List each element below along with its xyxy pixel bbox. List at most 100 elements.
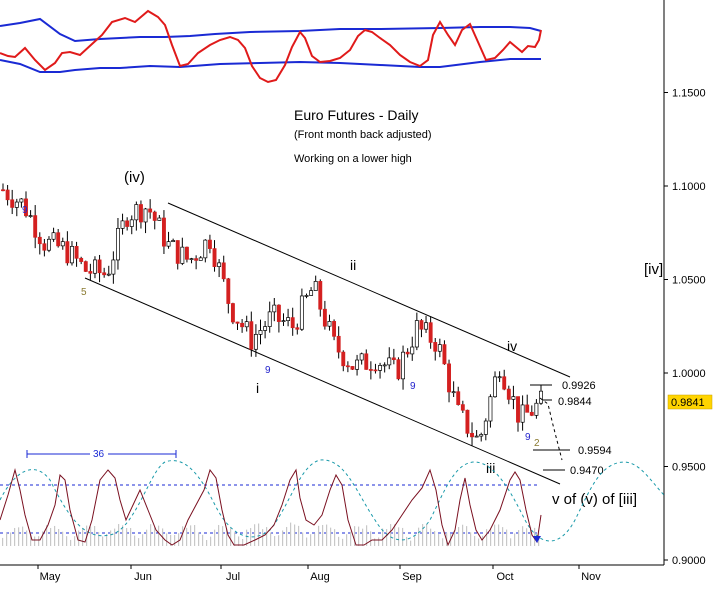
candle-body — [166, 241, 171, 247]
candle-body — [97, 259, 102, 274]
histogram-bar — [134, 535, 136, 546]
candle-body — [520, 404, 525, 423]
histogram-bar — [82, 528, 84, 546]
lower-band — [0, 58, 541, 73]
candle-body — [230, 303, 235, 323]
candle-body — [28, 215, 33, 217]
candle-body — [143, 208, 148, 223]
oscillator-line — [0, 9, 542, 84]
candle-body — [175, 240, 180, 264]
histogram-bar — [118, 524, 120, 546]
histogram-bar — [46, 525, 48, 546]
histogram-bar — [390, 524, 392, 546]
candle-body — [88, 271, 93, 274]
cycle-length-marker: 36 — [26, 447, 177, 460]
histogram-bar — [222, 526, 224, 546]
histogram-bar — [358, 526, 360, 546]
candle-body — [286, 317, 291, 322]
cycle-panel — [0, 459, 665, 547]
histogram-bar — [234, 532, 236, 546]
histogram-bar — [382, 528, 384, 546]
histogram-bar — [174, 535, 176, 546]
candle-body — [313, 281, 318, 291]
candle-body — [161, 217, 166, 247]
histogram-bar — [70, 539, 72, 546]
histogram-bar — [238, 536, 240, 546]
histogram-bar — [418, 527, 420, 546]
candle-body — [116, 228, 120, 261]
histogram-bar — [194, 525, 196, 546]
candle-body — [516, 396, 520, 423]
wave-label-ii: ii — [350, 257, 356, 273]
level-label-0.9926: 0.9926 — [562, 380, 596, 392]
histogram-bar — [374, 538, 376, 546]
chart-note: Working on a lower high — [294, 153, 412, 165]
histogram-bar — [114, 528, 116, 546]
histogram-bar — [306, 537, 308, 546]
histogram-bar — [302, 532, 304, 546]
histogram-bar — [442, 538, 444, 546]
candle-body — [534, 402, 539, 416]
count-label-5: 5 — [81, 287, 87, 298]
count-label-9d: 9 — [525, 432, 531, 443]
histogram-bar — [398, 527, 400, 546]
candle-body — [295, 327, 300, 330]
candle-body — [79, 257, 84, 262]
candle-body — [5, 189, 10, 201]
histogram-bar — [94, 526, 96, 546]
histogram-bar — [6, 532, 8, 546]
histogram-bar — [378, 537, 380, 546]
candle-body — [226, 278, 231, 304]
channel-lower-line — [84, 277, 561, 485]
x-tick-label: Jun — [134, 571, 152, 583]
candle-body — [74, 246, 79, 259]
histogram-bar — [354, 526, 356, 546]
histogram-bar — [262, 529, 264, 546]
candle-body — [359, 353, 364, 361]
candle-body — [221, 262, 226, 280]
histogram-bar — [110, 530, 112, 546]
candle-body — [497, 376, 502, 379]
candle-body — [65, 241, 70, 264]
histogram-bar — [362, 528, 364, 546]
candle-body — [171, 240, 176, 242]
count-label-9a: 9 — [22, 205, 28, 216]
y-tick-label: 0.9500 — [672, 462, 706, 474]
candle-body — [106, 273, 111, 276]
candle-body — [37, 236, 42, 245]
candle-body — [465, 409, 470, 434]
y-tick-label: 1.0000 — [672, 368, 706, 380]
candle-body — [47, 238, 51, 251]
candle-body — [539, 390, 543, 404]
candle-body — [129, 219, 134, 227]
chart-title: Euro Futures - Daily — [294, 107, 418, 123]
histogram-bar — [178, 533, 180, 546]
candle-body — [378, 365, 383, 371]
candle-body — [189, 258, 194, 260]
candle-body — [355, 359, 360, 370]
candle-body — [447, 363, 451, 393]
histogram-bar — [106, 533, 108, 546]
histogram-bar — [402, 527, 404, 546]
histogram-bar — [462, 524, 464, 546]
candle-body — [157, 217, 162, 221]
histogram-bar — [206, 540, 208, 546]
histogram-bar — [10, 532, 12, 546]
histogram-bar — [514, 533, 516, 546]
candle-body — [428, 322, 433, 343]
candle-body — [83, 261, 88, 272]
candle-body — [134, 204, 139, 221]
candle-body — [10, 199, 15, 208]
candle-body — [387, 357, 392, 366]
candle-body — [318, 281, 323, 310]
histogram-bar — [2, 537, 4, 546]
histogram-bar — [258, 523, 260, 546]
candle-body — [332, 321, 337, 337]
histogram-bar — [214, 529, 216, 546]
candle-body — [368, 369, 373, 371]
histogram-bar — [470, 532, 472, 546]
candle-body — [401, 351, 406, 380]
histogram-bar — [26, 530, 28, 546]
histogram-bar — [226, 528, 228, 546]
candle-body — [451, 391, 456, 394]
